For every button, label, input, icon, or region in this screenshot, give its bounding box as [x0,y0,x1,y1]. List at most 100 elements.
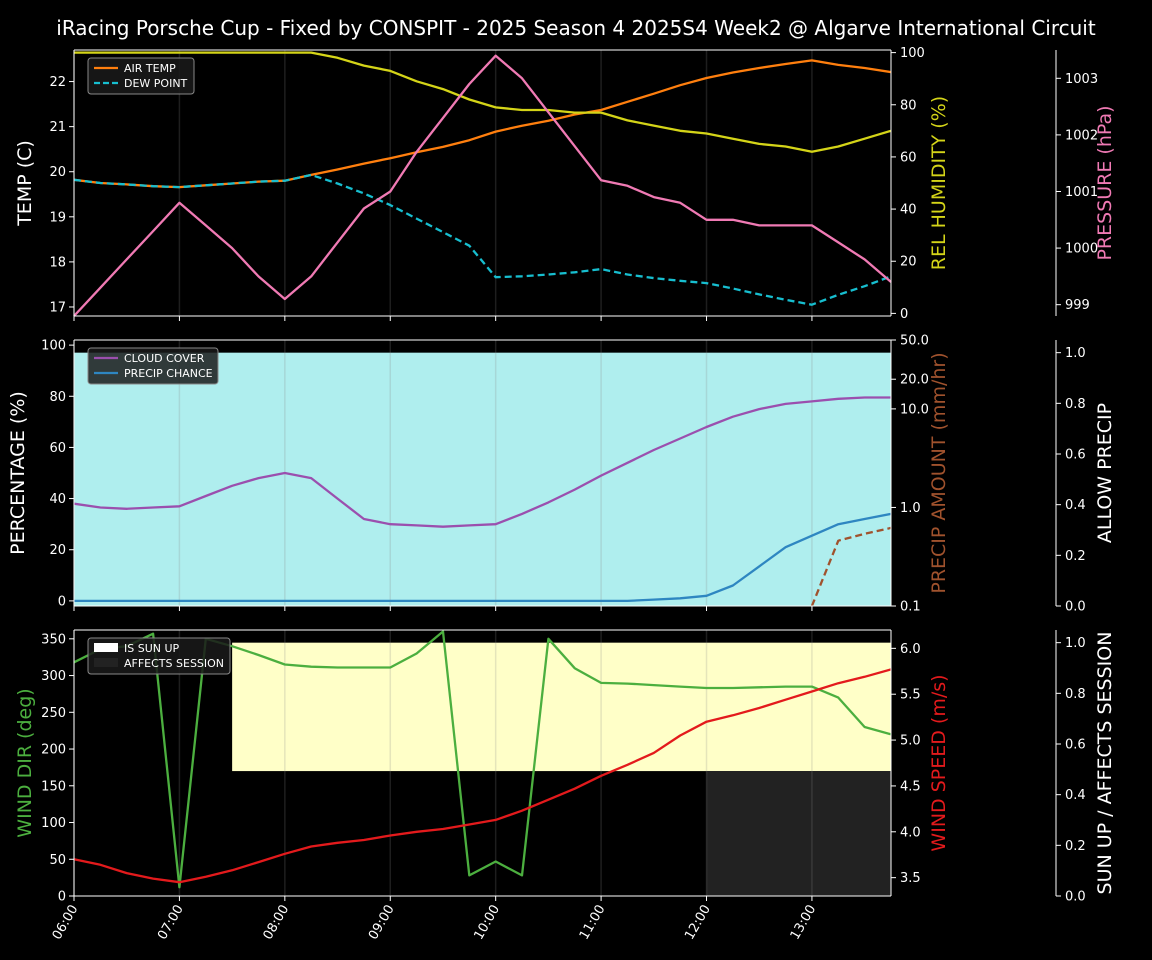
precipitation-precip-chance-point [283,599,287,603]
temperature-rel-humidity-point [441,87,445,91]
wind-wind-dir-point [467,873,471,877]
precipitation-precip-chance-point [204,599,208,603]
temperature-rel-humidity-point [520,108,524,112]
temperature-dew-point-point [705,281,709,285]
wind-wind-dir-point [652,683,656,687]
wind-wind-speed-point [625,763,629,767]
precipitation-right1-tick-label: 1.0 [900,501,921,516]
precipitation-precip-chance-point [125,599,129,603]
wind-wind-dir-point [625,682,629,686]
wind-wind-speed-point [546,798,550,802]
temperature-right1-tick-label: 40 [900,203,917,218]
wind-wind-speed-point [678,733,682,737]
precipitation-cloud-cover-point [204,494,208,498]
precipitation-cloud-cover-point [467,523,471,527]
precipitation-left-tick-label: 60 [49,441,66,456]
temperature-legend: AIR TEMP DEW POINT [87,57,195,95]
wind-wind-dir-point [705,686,709,690]
temperature-rel-humidity-point [731,137,735,141]
temperature-right2-axis: 999 1000 1001 1002 1003 PRESSURE (hPa) [1055,50,1116,316]
temperature-right1-tick-label: 20 [900,255,917,270]
precipitation-precip-chance-point [520,599,524,603]
temperature-rel-humidity-point [678,129,682,133]
precipitation-precip-chance-point [494,599,498,603]
wind-wind-speed-point [98,863,102,867]
wind-wind-speed-point [256,860,260,864]
wind-wind-speed-point [336,841,340,845]
wind-wind-speed-point [863,675,867,679]
precipitation-cloud-cover-point [283,471,287,475]
precipitation-right2-tick-label: 0.8 [1065,397,1086,412]
precipitation-left-axis-title: PERCENTAGE (%) [7,391,29,555]
temperature-pressure-point [441,116,445,120]
wind-right2-tick-label: 0.0 [1065,890,1086,905]
temperature-left-tick-label: 21 [49,120,66,135]
temperature-dew-point-point [757,292,761,296]
temperature-right2-tick-label: 1003 [1065,72,1098,87]
precipitation-cloud-cover-point [652,448,656,452]
wind-right1-tick-label: 3.5 [900,871,921,886]
wind-wind-dir-point [678,685,682,689]
wind-legend-swatch [94,658,118,667]
precipitation-right2-axis-title: ALLOW PRECIP [1094,403,1116,543]
wind-right2-axis-title: SUN UP / AFFECTS SESSION [1094,632,1116,895]
temperature-pressure-point [757,223,761,227]
wind-wind-speed-point [177,880,181,884]
temperature-pressure-point [177,201,181,205]
wind-left-tick-label: 300 [41,669,66,684]
temperature-rel-humidity-point [256,51,260,55]
temperature-air-temp-point [678,83,682,87]
precipitation-cloud-cover-point [705,425,709,429]
wind-legend-label: AFFECTS SESSION [124,657,224,670]
wind-wind-dir-point [256,653,260,657]
temperature-pressure-point [520,76,524,80]
precipitation-right1-axis: 0.1 1.0 10.0 20.0 50.0 PRECIP AMOUNT (mm/hr) [890,334,950,615]
wind-left-axis-title: WIND DIR (deg) [14,688,36,837]
precipitation-cloud-cover-point [230,484,234,488]
precipitation-right1-tick-label: 20.0 [900,373,929,388]
temperature-rel-humidity-point [230,51,234,55]
temperature-rel-humidity-point [784,144,788,148]
temperature-pressure-point [836,240,840,244]
temperature-right2-tick-label: 1002 [1065,128,1098,143]
wind-right1-tick-label: 6.0 [900,642,921,657]
wind-right1-tick-label: 5.0 [900,734,921,749]
wind-wind-speed-point [573,787,577,791]
temperature-air-temp-point [467,138,471,142]
precipitation-cloud-cover-point [177,504,181,508]
temperature-dew-point-point [415,217,419,221]
precipitation-cloud-cover-point [863,396,867,400]
temperature-air-temp-point [441,145,445,149]
temperature-rel-humidity-point [125,51,129,55]
temperature-right1-tick-label: 80 [900,98,917,113]
wind-left-tick-label: 250 [41,706,66,721]
precipitation-right2-axis: 0.0 0.2 0.4 0.6 0.8 1.0 ALLOW PRECIP [1055,340,1116,615]
precipitation-cloud-cover-line [73,396,891,528]
precipitation-left-axis: 0 20 40 60 80 100 PERCENTAGE (%) [7,339,75,609]
temperature-dew-point-point [336,181,340,185]
temperature-pressure-point [625,184,629,188]
temperature-dew-point-point [494,275,498,279]
temperature-rel-humidity-point [336,56,340,60]
precipitation-precip-chance-point [336,599,340,603]
precipitation-precip-chance-point [362,599,366,603]
temperature-dew-point-point [230,181,234,185]
temperature-dew-point-point [204,183,208,187]
wind-wind-speed-point [731,713,735,717]
precipitation-cloud-cover-point [731,415,735,419]
temperature-air-temp-point [705,76,709,80]
temperature-rel-humidity-point [204,51,208,55]
precipitation-cloud-cover-point [98,506,102,510]
precipitation-cloud-cover-point [625,461,629,465]
temperature-dew-point-point [151,184,155,188]
temperature-pressure-point [863,257,867,261]
wind-wind-speed-point [309,844,313,848]
temperature-dew-point-point [573,270,577,274]
temperature-rel-humidity-point [98,51,102,55]
precipitation-cloud-cover-point [336,497,340,501]
precipitation-precip-amount-point [863,532,867,536]
temperature-pressure-point [705,218,709,222]
precipitation-precip-chance-point [256,599,260,603]
precipitation-right1-tick-label: 50.0 [900,334,929,349]
